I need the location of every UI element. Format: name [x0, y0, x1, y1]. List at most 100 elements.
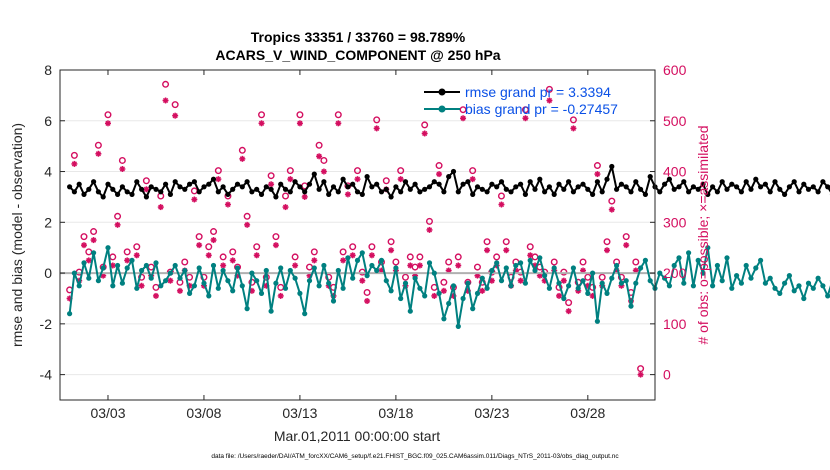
asterisk-stroke — [637, 371, 644, 378]
obs-assimilated-marker — [623, 242, 630, 249]
rmse-point — [388, 194, 394, 200]
obs-possible-marker — [565, 299, 573, 307]
rmse-point — [153, 186, 159, 192]
bias-point — [671, 262, 677, 269]
obs-possible-marker — [493, 253, 501, 261]
asterisk-stroke — [311, 257, 317, 264]
obs-assimilated-marker — [354, 176, 361, 183]
obs-possible-marker — [315, 141, 323, 149]
bias-point — [738, 280, 745, 286]
bias-point — [311, 265, 317, 271]
bias-point — [91, 250, 97, 256]
rmse-point — [163, 181, 169, 187]
rmse-point — [551, 191, 557, 197]
obs-assimilated-marker — [85, 257, 92, 264]
asterisk-stroke — [210, 237, 217, 243]
obs-assimilated-marker — [340, 257, 347, 264]
bias-point — [369, 262, 375, 269]
x-tick-label: 03/18 — [378, 405, 413, 421]
obs-assimilated-marker — [167, 277, 174, 284]
obs-assimilated-marker — [359, 277, 366, 284]
asterisk-stroke — [369, 252, 375, 258]
y-left-tick-label: -2 — [40, 316, 53, 332]
rmse-point — [460, 181, 466, 187]
rmse-point — [187, 181, 193, 187]
y-right-tick-label: 0 — [663, 367, 671, 383]
bias-point — [239, 283, 245, 289]
rmse-point — [258, 191, 265, 197]
asterisk-stroke — [220, 262, 226, 269]
bias-point — [575, 285, 581, 291]
asterisk-stroke — [114, 222, 121, 228]
obs-assimilated-marker — [498, 201, 505, 208]
obs-assimilated-marker — [258, 120, 265, 127]
asterisk-stroke — [546, 97, 553, 104]
obs-assimilated-marker — [287, 176, 294, 183]
bias-point — [182, 267, 188, 274]
bias-point — [489, 267, 495, 274]
obs-assimilated-marker — [138, 282, 145, 289]
rmse-point — [220, 184, 226, 190]
obs-possible-marker — [118, 156, 126, 164]
obs-possible-marker — [569, 116, 577, 124]
obs-assimilated-marker — [157, 204, 164, 211]
asterisk-stroke — [441, 288, 447, 294]
bias-point — [153, 260, 159, 266]
bias-point — [292, 275, 298, 281]
x-tick-label: 03/13 — [282, 405, 317, 421]
bias-point — [743, 262, 749, 269]
obs-assimilated-marker — [474, 272, 481, 279]
obs-possible-marker — [401, 273, 409, 281]
obs-assimilated-marker — [364, 298, 371, 304]
obs-possible-marker — [435, 162, 443, 170]
obs-assimilated-marker — [296, 120, 303, 127]
obs-possible-marker — [90, 228, 98, 236]
rmse-point — [254, 186, 260, 192]
obs-assimilated-marker — [416, 262, 423, 269]
bias-point — [686, 250, 692, 256]
bias-point — [599, 280, 605, 286]
bias-point — [810, 285, 816, 291]
y-axis-left-label: rmse and bias (model - observation) — [9, 123, 25, 347]
rmse-point — [100, 194, 106, 200]
rmse-point — [455, 189, 461, 195]
y-left-tick-label: 0 — [44, 265, 52, 281]
obs-possible-marker — [469, 167, 477, 175]
bias-point — [503, 265, 509, 271]
bias-point — [254, 278, 260, 284]
chart-title-line2: ACARS_V_WIND_COMPONENT @ 250 hPa — [215, 47, 500, 63]
bias-point — [542, 273, 548, 279]
bias-point — [460, 295, 466, 302]
asterisk-stroke — [172, 113, 178, 119]
asterisk-stroke — [191, 196, 197, 203]
asterisk-stroke — [95, 151, 102, 157]
rmse-point — [326, 191, 332, 197]
obs-possible-marker — [258, 111, 266, 119]
obs-assimilated-marker — [215, 176, 222, 183]
obs-possible-marker — [598, 273, 606, 281]
asterisk-stroke — [498, 201, 505, 208]
obs-assimilated-marker — [143, 186, 150, 193]
rmse-point — [556, 181, 562, 187]
bias-point — [690, 283, 697, 289]
rmse-point — [494, 184, 500, 190]
obs-assimilated-marker — [527, 252, 534, 259]
obs-possible-marker — [483, 238, 491, 246]
bias-point — [345, 255, 351, 261]
bias-point — [350, 275, 356, 281]
obs-possible-marker — [637, 365, 645, 373]
asterisk-stroke — [81, 242, 87, 248]
asterisk-stroke — [565, 308, 572, 314]
asterisk-stroke — [518, 278, 524, 284]
bias-point — [609, 275, 615, 281]
legend-rmse-label: rmse grand pr = 3.3394 — [465, 84, 611, 100]
asterisk-stroke — [321, 168, 327, 175]
rmse-point — [513, 184, 519, 190]
bias-point — [230, 288, 236, 294]
asterisk-stroke — [215, 176, 221, 182]
rmse-point — [287, 189, 293, 195]
rmse-point — [335, 189, 341, 195]
obs-possible-marker — [497, 192, 505, 200]
bias-point — [383, 278, 389, 284]
bias-point — [187, 290, 193, 296]
